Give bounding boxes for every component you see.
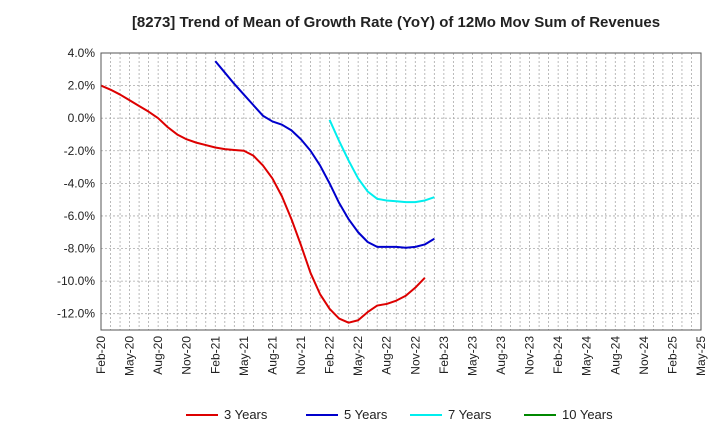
x-tick-label: May-21 (237, 336, 251, 376)
x-tick-label: Feb-24 (551, 336, 565, 374)
y-tick-label: 4.0% (68, 46, 96, 60)
x-tick-label: Aug-22 (380, 336, 394, 375)
x-tick-label: Aug-20 (151, 336, 165, 375)
y-tick-label: -6.0% (64, 209, 96, 223)
legend-label: 5 Years (344, 407, 388, 422)
plot-frame (100, 52, 702, 331)
x-tick-label: Feb-22 (323, 336, 337, 374)
x-tick-label: May-23 (465, 336, 479, 376)
x-tick-label: Nov-23 (523, 336, 537, 375)
y-axis: 4.0% 2.0% 0.0% -2.0% -4.0% -6.0% -8.0% -10.0% -1… (57, 46, 95, 321)
legend-label: 10 Years (562, 407, 613, 422)
y-tick-label: -4.0% (64, 176, 96, 190)
x-tick-label: Nov-20 (180, 336, 194, 375)
x-tick-label: Feb-21 (208, 336, 222, 374)
y-tick-label: 0.0% (68, 111, 96, 125)
series-line-3-years (100, 84, 426, 324)
series-group (100, 60, 435, 324)
x-axis: Feb-20 May-20 Aug-20 Nov-20 Feb-21 May-21 Aug-… (94, 336, 708, 376)
y-tick-label: -8.0% (64, 242, 96, 256)
x-tick-label: Aug-23 (494, 336, 508, 375)
x-tick-label: Aug-21 (265, 336, 279, 375)
x-tick-label: Nov-21 (294, 336, 308, 375)
x-tick-label: Nov-22 (408, 336, 422, 375)
y-tick-label: -10.0% (57, 274, 95, 288)
grid (100, 52, 702, 330)
x-tick-label: May-20 (123, 336, 137, 376)
x-tick-label: May-22 (351, 336, 365, 376)
x-tick-label: Feb-25 (665, 336, 679, 374)
x-tick-label: Aug-24 (608, 336, 622, 375)
x-tick-label: Nov-24 (637, 336, 651, 375)
y-tick-label: 2.0% (68, 79, 96, 93)
y-tick-label: -2.0% (64, 144, 96, 158)
series-line-7-years (328, 119, 435, 204)
chart-title: [8273] Trend of Mean of Growth Rate (YoY… (132, 14, 660, 31)
x-tick-label: Feb-20 (94, 336, 108, 374)
plot-area (101, 53, 701, 330)
legend-label: 7 Years (448, 407, 492, 422)
x-tick-label: May-25 (694, 336, 708, 376)
legend: 3 Years 5 Years 7 Years 10 Years (186, 407, 613, 422)
x-tick-label: May-24 (580, 336, 594, 376)
x-tick-label: Feb-23 (437, 336, 451, 374)
y-tick-label: -12.0% (57, 307, 95, 321)
series-line-5-years (214, 60, 435, 249)
legend-label: 3 Years (224, 407, 268, 422)
